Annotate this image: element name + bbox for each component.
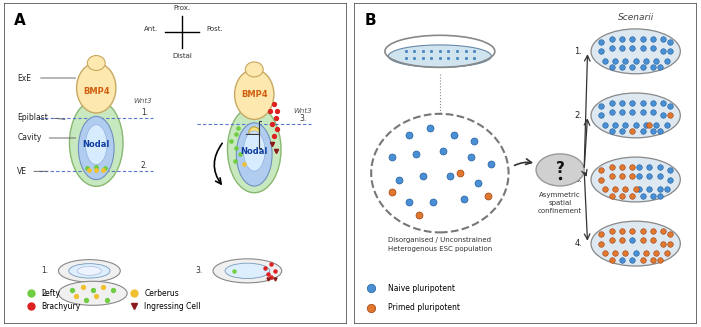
Text: BMP4: BMP4 <box>83 87 109 96</box>
Ellipse shape <box>591 93 680 138</box>
Ellipse shape <box>536 154 584 186</box>
Text: 3.: 3. <box>574 175 583 184</box>
Text: Ant.: Ant. <box>144 26 158 32</box>
Text: Prox.: Prox. <box>174 5 191 11</box>
Ellipse shape <box>591 221 680 266</box>
Text: BMP4: BMP4 <box>241 90 268 99</box>
Text: Naive pluripotent: Naive pluripotent <box>388 284 456 293</box>
Text: Distal: Distal <box>172 53 192 59</box>
Ellipse shape <box>69 100 123 186</box>
Ellipse shape <box>86 125 107 165</box>
Ellipse shape <box>591 157 680 202</box>
Text: Primed pluripotent: Primed pluripotent <box>388 303 461 312</box>
Ellipse shape <box>388 45 491 67</box>
Text: Nodal: Nodal <box>83 140 110 149</box>
Ellipse shape <box>245 62 263 77</box>
Text: 3.: 3. <box>196 267 203 275</box>
Text: 3.: 3. <box>299 114 306 123</box>
Ellipse shape <box>243 131 265 171</box>
Ellipse shape <box>79 116 114 180</box>
Text: 2.: 2. <box>41 289 48 298</box>
Text: Scenarii: Scenarii <box>618 13 654 22</box>
Ellipse shape <box>227 106 281 193</box>
Ellipse shape <box>213 259 282 283</box>
Ellipse shape <box>235 69 274 119</box>
Text: Ingressing Cell: Ingressing Cell <box>144 301 200 311</box>
Text: 2.: 2. <box>141 161 148 170</box>
Text: ?: ? <box>556 161 564 176</box>
Text: Lefty: Lefty <box>41 289 60 298</box>
Text: Disorganised / Unconstrained
Heterogenous ESC population: Disorganised / Unconstrained Heterogenou… <box>388 237 492 252</box>
Ellipse shape <box>88 56 105 71</box>
Text: Post.: Post. <box>206 26 223 32</box>
Ellipse shape <box>591 29 680 74</box>
Ellipse shape <box>77 267 102 275</box>
Text: Brachyury: Brachyury <box>41 301 81 311</box>
Text: Cavity: Cavity <box>18 133 41 143</box>
Text: B: B <box>365 13 376 28</box>
Text: 1.: 1. <box>141 108 148 117</box>
Text: Asymmetric
spatial
confinement: Asymmetric spatial confinement <box>538 192 582 214</box>
Text: 2.: 2. <box>575 111 583 120</box>
Ellipse shape <box>225 263 270 279</box>
Ellipse shape <box>69 264 110 278</box>
Text: ExE: ExE <box>18 74 32 82</box>
Ellipse shape <box>58 260 121 282</box>
Text: Epiblast: Epiblast <box>18 113 48 123</box>
Text: 4.: 4. <box>575 239 583 248</box>
Text: VE: VE <box>18 167 27 176</box>
Text: Nodal: Nodal <box>240 146 268 156</box>
Text: A: A <box>14 13 25 28</box>
Text: 1.: 1. <box>575 47 583 56</box>
Text: Wnt3: Wnt3 <box>294 108 312 114</box>
Ellipse shape <box>76 63 116 113</box>
Text: Wnt3: Wnt3 <box>134 98 152 104</box>
Text: Cerberus: Cerberus <box>144 289 179 298</box>
Ellipse shape <box>236 123 272 186</box>
Text: 1.: 1. <box>41 267 48 275</box>
Ellipse shape <box>58 281 127 305</box>
Ellipse shape <box>249 127 259 139</box>
